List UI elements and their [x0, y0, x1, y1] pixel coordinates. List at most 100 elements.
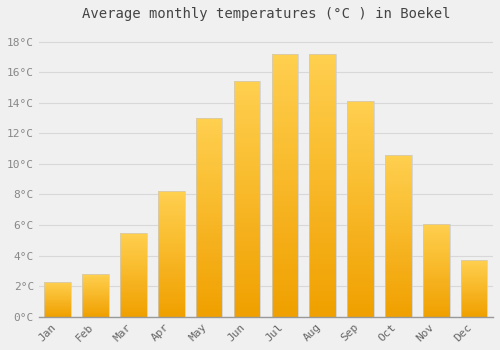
Bar — [348, 179, 374, 183]
Bar — [461, 264, 487, 265]
Bar — [310, 212, 336, 217]
Bar — [310, 101, 336, 106]
Bar — [423, 266, 450, 268]
Bar — [348, 209, 374, 213]
Bar — [196, 253, 222, 257]
Bar — [461, 265, 487, 266]
Bar — [385, 219, 411, 223]
Bar — [158, 219, 184, 222]
Bar — [310, 248, 336, 254]
Bar — [234, 251, 260, 256]
Bar — [423, 300, 450, 302]
Bar — [120, 253, 146, 254]
Bar — [272, 201, 298, 206]
Bar — [272, 64, 298, 70]
Bar — [423, 240, 450, 242]
Bar — [385, 155, 411, 158]
Bar — [310, 70, 336, 75]
Bar — [423, 289, 450, 291]
Bar — [234, 171, 260, 175]
Bar — [120, 310, 146, 312]
Bar — [234, 223, 260, 227]
Bar — [310, 154, 336, 159]
Bar — [44, 285, 71, 286]
Bar — [461, 291, 487, 292]
Bar — [234, 180, 260, 185]
Bar — [272, 306, 298, 312]
Bar — [348, 127, 374, 131]
Bar — [234, 241, 260, 246]
Bar — [310, 85, 336, 91]
Bar — [272, 280, 298, 285]
Bar — [310, 117, 336, 122]
Bar — [272, 206, 298, 212]
Bar — [423, 231, 450, 233]
Bar — [310, 180, 336, 185]
Bar — [423, 225, 450, 227]
Bar — [120, 275, 146, 276]
Bar — [158, 229, 184, 232]
Bar — [385, 255, 411, 258]
Bar — [158, 312, 184, 314]
Bar — [310, 112, 336, 117]
Bar — [196, 142, 222, 146]
Bar — [234, 260, 260, 265]
Bar — [423, 244, 450, 246]
Bar — [272, 243, 298, 248]
Bar — [44, 298, 71, 299]
Bar — [461, 309, 487, 310]
Bar — [272, 70, 298, 75]
Bar — [44, 301, 71, 302]
Bar — [385, 229, 411, 232]
Bar — [158, 249, 184, 252]
Bar — [272, 296, 298, 301]
Bar — [196, 313, 222, 317]
Bar — [82, 292, 109, 293]
Bar — [348, 101, 374, 317]
Bar — [82, 304, 109, 305]
Bar — [82, 289, 109, 290]
Bar — [82, 295, 109, 296]
Bar — [44, 307, 71, 308]
Bar — [348, 201, 374, 205]
Bar — [385, 294, 411, 298]
Bar — [423, 246, 450, 248]
Bar — [82, 274, 109, 275]
Bar — [385, 210, 411, 213]
Bar — [82, 316, 109, 317]
Bar — [348, 131, 374, 136]
Bar — [461, 260, 487, 317]
Bar — [44, 303, 71, 304]
Bar — [348, 282, 374, 287]
Bar — [120, 288, 146, 290]
Bar — [196, 293, 222, 297]
Bar — [120, 307, 146, 308]
Bar — [196, 205, 222, 209]
Bar — [44, 287, 71, 288]
Bar — [196, 265, 222, 269]
Bar — [423, 270, 450, 272]
Bar — [196, 130, 222, 134]
Bar — [461, 273, 487, 274]
Bar — [196, 281, 222, 285]
Bar — [461, 271, 487, 272]
Bar — [461, 260, 487, 261]
Bar — [310, 259, 336, 264]
Bar — [348, 101, 374, 105]
Bar — [234, 152, 260, 157]
Bar — [120, 273, 146, 275]
Bar — [82, 275, 109, 276]
Bar — [158, 209, 184, 211]
Bar — [310, 296, 336, 301]
Bar — [461, 272, 487, 273]
Bar — [385, 242, 411, 245]
Bar — [82, 312, 109, 313]
Bar — [385, 307, 411, 310]
Bar — [385, 271, 411, 275]
Bar — [196, 186, 222, 190]
Bar — [196, 209, 222, 214]
Bar — [348, 270, 374, 274]
Bar — [385, 275, 411, 278]
Bar — [461, 275, 487, 276]
Bar — [44, 305, 71, 306]
